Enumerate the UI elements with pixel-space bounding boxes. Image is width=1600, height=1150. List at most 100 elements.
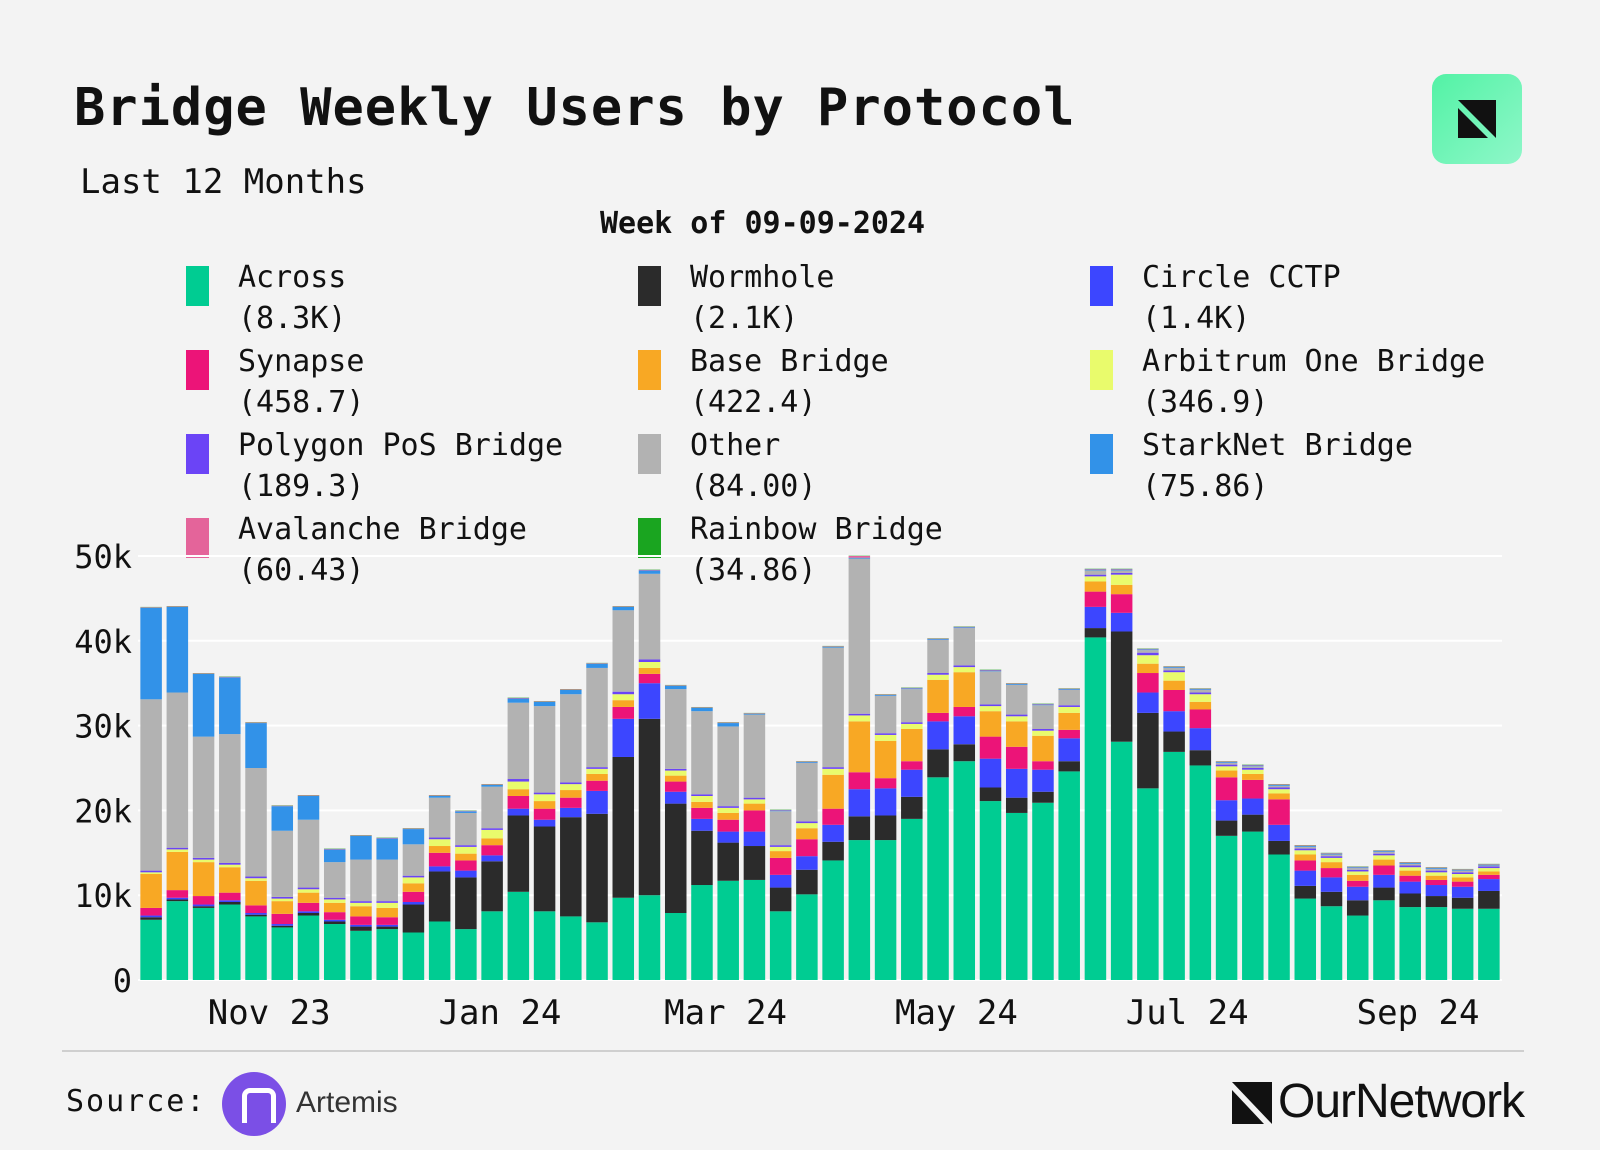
bar-segment xyxy=(1320,891,1343,907)
bar-segment xyxy=(1110,574,1133,585)
bar-segment xyxy=(1005,716,1028,722)
bar-segment xyxy=(376,926,398,930)
bar-segment xyxy=(219,734,241,863)
bar-segment xyxy=(743,799,766,804)
bar-segment xyxy=(140,917,162,920)
bar-segment xyxy=(1137,663,1159,674)
bar-segment xyxy=(743,713,766,714)
bar-segment xyxy=(822,646,844,647)
bar-segment xyxy=(507,891,530,980)
bar-segment xyxy=(874,740,897,779)
bar-segment xyxy=(638,570,661,574)
legend-swatch xyxy=(186,350,209,390)
legend-swatch xyxy=(186,266,209,306)
bar-segment xyxy=(428,837,451,840)
bar-segment xyxy=(769,810,792,812)
bar-segment xyxy=(691,885,713,980)
bar-segment xyxy=(822,768,844,775)
bar-segment xyxy=(376,917,398,925)
bar-segment xyxy=(769,851,792,858)
legend-label: Across xyxy=(238,260,347,295)
bar-segment xyxy=(1320,906,1343,980)
bar-segment xyxy=(560,817,582,917)
bar-segment xyxy=(691,711,713,795)
bar-segment xyxy=(428,921,451,980)
bar-segment xyxy=(1268,799,1290,825)
bar-segment xyxy=(533,701,556,702)
bar-segment xyxy=(743,803,766,811)
bar-segment xyxy=(219,677,241,735)
bar-segment xyxy=(1294,854,1317,861)
bar-segment xyxy=(428,871,451,922)
bar-segment xyxy=(350,930,372,980)
bar-segment xyxy=(1215,770,1238,778)
bar-segment xyxy=(428,852,451,867)
bar-segment xyxy=(271,925,294,928)
bar-segment xyxy=(323,902,346,913)
ournetwork-logo-badge xyxy=(1432,74,1522,164)
bar-segment xyxy=(638,683,661,719)
x-tick-label: Mar 24 xyxy=(664,993,787,1033)
bar-segment xyxy=(691,707,713,708)
bar-segment xyxy=(350,902,372,907)
bar-segment xyxy=(638,895,661,980)
bar-segment xyxy=(1215,766,1238,771)
bar-segment xyxy=(586,667,608,768)
bar-segment xyxy=(1320,853,1343,854)
bar-segment xyxy=(166,901,189,980)
bar-segment xyxy=(1215,777,1238,801)
bar-segment xyxy=(1478,866,1500,869)
bar-segment xyxy=(1032,705,1054,729)
bar-segment xyxy=(481,845,503,856)
bar-segment xyxy=(533,808,556,820)
bar-segment xyxy=(901,818,923,980)
bar-segment xyxy=(691,830,713,886)
bar-segment xyxy=(1242,814,1264,832)
bar-segment xyxy=(638,569,661,571)
bar-segment xyxy=(717,723,739,727)
bar-segment xyxy=(953,672,976,707)
bar-segment xyxy=(271,924,294,926)
bar-segment xyxy=(1478,908,1500,980)
bar-segment xyxy=(717,812,739,820)
bar-segment xyxy=(1320,854,1343,857)
legend-label: Avalanche Bridge xyxy=(238,512,527,547)
bar-segment xyxy=(455,853,477,861)
bar-segment xyxy=(1005,683,1028,685)
bar-segment xyxy=(1399,863,1421,866)
bar-segment xyxy=(691,794,713,796)
bar-segment xyxy=(455,810,477,812)
bar-segment xyxy=(717,722,739,724)
bar-segment xyxy=(1032,703,1054,705)
legend-value: (1.4K) xyxy=(1142,301,1251,336)
bar-segment xyxy=(1163,711,1185,732)
bar-segment xyxy=(1032,761,1054,770)
bar-segment xyxy=(927,749,949,778)
bar-segment xyxy=(796,761,818,763)
bar-segment xyxy=(1478,865,1500,867)
bar-segment xyxy=(743,810,766,832)
bar-segment xyxy=(1110,569,1133,571)
bar-segment xyxy=(901,722,923,724)
bar-segment xyxy=(743,831,766,847)
bar-segment xyxy=(1084,606,1107,629)
bar-segment xyxy=(560,916,582,980)
bar-segment xyxy=(1215,764,1238,767)
bar-segment xyxy=(192,673,215,737)
bar-segment xyxy=(901,688,923,690)
bar-segment xyxy=(664,768,687,771)
bar-segment xyxy=(1005,812,1028,980)
y-tick-label: 20k xyxy=(74,792,132,830)
bar-segment xyxy=(1294,848,1317,851)
bar-segment xyxy=(166,847,189,850)
bar-segment xyxy=(560,694,582,783)
bar-segment xyxy=(323,919,346,922)
bar-segment xyxy=(691,818,713,831)
bar-segment xyxy=(691,807,713,819)
bar-segment xyxy=(848,772,871,790)
bar-segment xyxy=(717,819,739,832)
bar-segment xyxy=(402,829,425,845)
bar-segment xyxy=(245,768,267,877)
bar-segment xyxy=(586,790,608,814)
bar-segment xyxy=(376,838,398,860)
